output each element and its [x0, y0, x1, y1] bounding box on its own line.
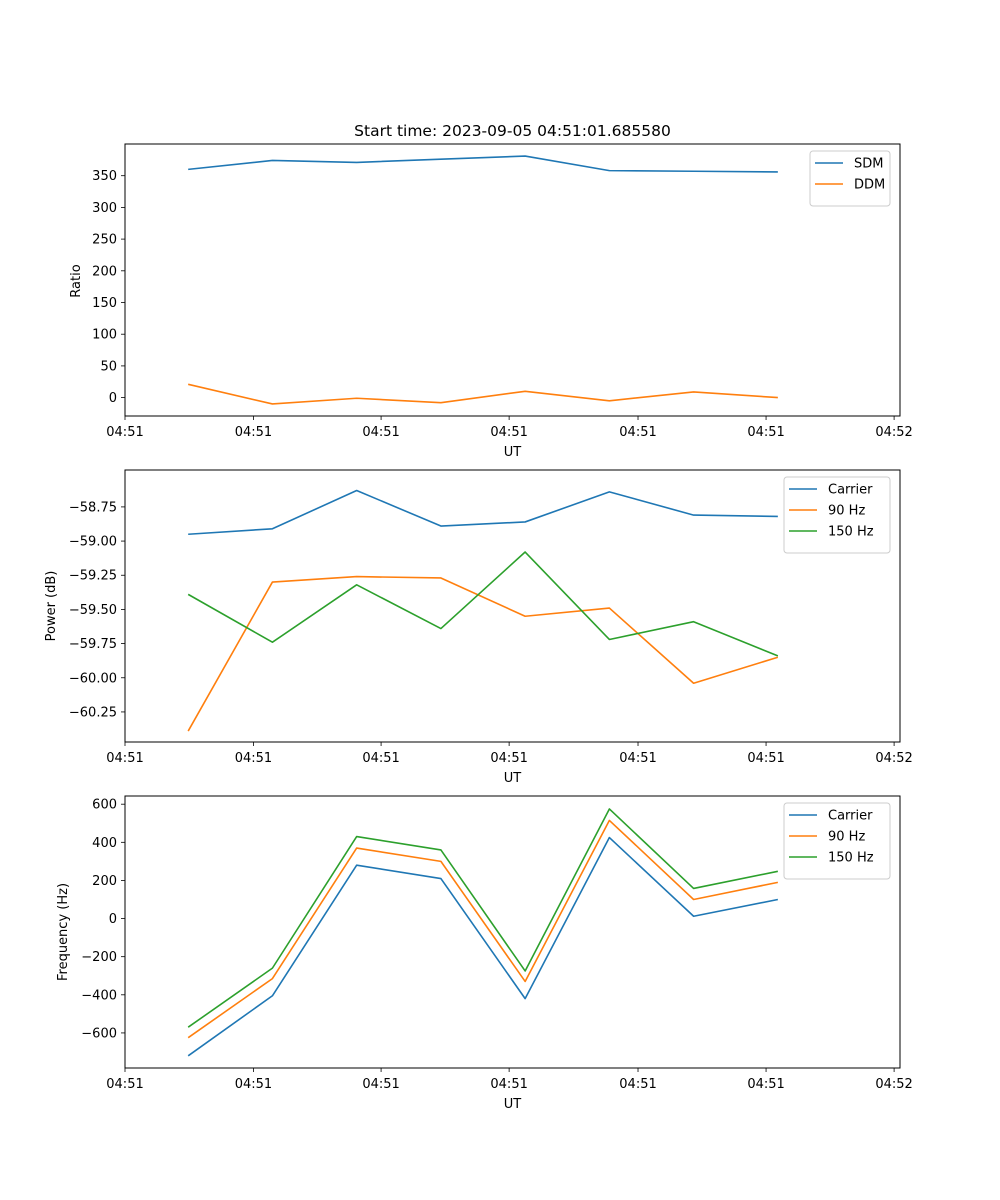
x-tick-label: 04:52	[875, 1077, 912, 1092]
y-axis-label: Frequency (Hz)	[56, 883, 71, 981]
x-tick-label: 04:51	[106, 1077, 143, 1092]
y-tick-label: 100	[92, 328, 117, 343]
legend-label: Carrier	[828, 483, 873, 498]
series-line-ddm	[187, 383, 778, 405]
x-tick-label: 04:51	[619, 1077, 656, 1092]
ratio-legend: SDM DDM	[809, 150, 891, 207]
y-tick-label: 200	[92, 874, 117, 889]
power-legend: Carrier 90 Hz 150 Hz	[783, 476, 891, 554]
y-tick-label: −60.25	[69, 705, 117, 720]
y-tick-label: −59.25	[69, 569, 117, 584]
x-tick-label: 04:52	[875, 425, 912, 440]
y-axis-label: Power (dB)	[44, 571, 59, 642]
y-tick-label: 0	[109, 391, 117, 406]
y-tick-label: −600	[81, 1026, 117, 1041]
y-tick-label: −400	[81, 988, 117, 1003]
y-axis-label: Ratio	[69, 264, 84, 297]
frequency-axes: 04:51 04:51 04:51 04:51 04:51 04:51 04:52 −600 −…	[81, 795, 913, 1092]
axes-frame	[124, 143, 901, 417]
y-tick-label: 150	[92, 296, 117, 311]
y-tick-label: −59.00	[69, 535, 117, 550]
x-tick-label: 04:51	[490, 1077, 527, 1092]
legend-label: 90 Hz	[828, 504, 865, 519]
x-tick-label: 04:51	[619, 425, 656, 440]
x-tick-label: 04:51	[235, 1077, 272, 1092]
x-tick-label: 04:51	[619, 751, 656, 766]
series-line-sdm	[188, 155, 778, 173]
frequency-series	[187, 808, 779, 1057]
legend-label: DDM	[854, 178, 885, 193]
y-tick-label: 200	[92, 264, 117, 279]
x-tick-label: 04:51	[235, 751, 272, 766]
axes-frame	[124, 469, 901, 743]
frequency-panel: 04:51 04:51 04:51 04:51 04:51 04:51 04:52 −600 −…	[56, 795, 913, 1112]
x-tick-label: 04:51	[747, 425, 784, 440]
y-tick-label: −60.00	[69, 671, 117, 686]
legend-box	[809, 150, 891, 207]
x-tick-label: 04:51	[747, 751, 784, 766]
x-axis-label: UT	[504, 771, 522, 786]
power-series	[187, 489, 779, 732]
ratio-axes: 04:51 04:51 04:51 04:51 04:51 04:51 04:52 0 50 10…	[92, 143, 913, 440]
power-axes: 04:51 04:51 04:51 04:51 04:51 04:51 04:52 −60.2…	[69, 469, 913, 766]
y-tick-label: 0	[109, 912, 117, 927]
x-tick-label: 04:51	[490, 751, 527, 766]
x-tick-label: 04:51	[362, 1077, 399, 1092]
x-tick-label: 04:51	[106, 425, 143, 440]
legend-label: 150 Hz	[828, 525, 874, 540]
legend-box	[783, 476, 891, 554]
x-tick-label: 04:51	[106, 751, 143, 766]
y-tick-label: 600	[92, 798, 117, 813]
frequency-legend: Carrier 90 Hz 150 Hz	[783, 802, 891, 880]
x-tick-label: 04:51	[362, 425, 399, 440]
series-line-150-hz	[187, 551, 779, 657]
series-line-90-hz	[187, 819, 779, 1039]
y-tick-label: −59.75	[69, 637, 117, 652]
y-tick-label: 300	[92, 201, 117, 216]
legend-box	[783, 802, 891, 880]
legend-label: SDM	[854, 157, 883, 172]
x-axis-label: UT	[504, 445, 522, 460]
ratio-series	[187, 155, 778, 405]
series-line-150-hz	[187, 808, 779, 1028]
x-tick-label: 04:52	[875, 751, 912, 766]
legend-label: 150 Hz	[828, 851, 874, 866]
x-tick-label: 04:51	[490, 425, 527, 440]
y-tick-label: −59.50	[69, 603, 117, 618]
y-tick-label: 50	[100, 359, 117, 374]
x-tick-label: 04:51	[235, 425, 272, 440]
chart-title: Start time: 2023-09-05 04:51:01.685580	[354, 122, 671, 140]
ratio-panel: Start time: 2023-09-05 04:51:01.685580 0…	[69, 122, 913, 460]
series-line-carrier	[188, 489, 778, 536]
x-tick-label: 04:51	[362, 751, 399, 766]
series-line-carrier	[187, 836, 779, 1057]
y-tick-label: −58.75	[69, 500, 117, 515]
series-line-90-hz	[187, 575, 779, 732]
power-panel: 04:51 04:51 04:51 04:51 04:51 04:51 04:52 −60.2…	[44, 469, 913, 786]
x-axis-label: UT	[504, 1097, 522, 1112]
y-tick-label: −200	[81, 950, 117, 965]
y-tick-label: 350	[92, 169, 117, 184]
legend-label: Carrier	[828, 809, 873, 824]
legend-label: 90 Hz	[828, 830, 865, 845]
y-tick-label: 250	[92, 233, 117, 248]
y-tick-label: 400	[92, 836, 117, 851]
x-tick-label: 04:51	[747, 1077, 784, 1092]
axes-frame	[124, 795, 901, 1069]
